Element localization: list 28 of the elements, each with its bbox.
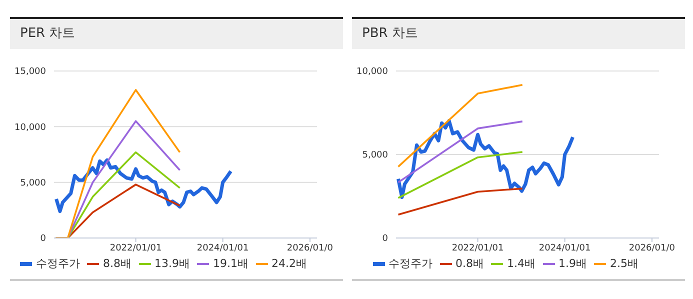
legend-label: 19.1배 — [213, 256, 248, 271]
y-tick-label: 10,000 — [356, 67, 388, 78]
legend-label: 2.5배 — [610, 256, 638, 271]
legend-label: 수정주가 — [36, 256, 80, 271]
y-tick-label: 5,000 — [362, 150, 388, 161]
legend-label: 13.9배 — [154, 256, 190, 271]
legend-label: 수정주가 — [388, 256, 432, 271]
line-series — [54, 89, 181, 238]
y-tick-label: 10,000 — [14, 122, 46, 133]
x-tick-label: 2026/01/0 — [628, 243, 676, 254]
legend-label: 1.4배 — [507, 256, 536, 271]
legend-label: 1.9배 — [558, 256, 587, 271]
chart-title: PBR 차트 — [352, 17, 685, 49]
line-series — [54, 158, 233, 214]
y-tick-label: 15,000 — [14, 67, 46, 78]
legend-label: 24.2배 — [272, 256, 307, 271]
line-series — [396, 119, 575, 199]
y-tick-label: 5,000 — [20, 178, 46, 189]
x-tick-label: 2026/01/0 — [286, 243, 334, 254]
x-tick-label: 2022/01/01 — [110, 243, 162, 254]
y-tick-label: 0 — [382, 234, 388, 244]
legend-label: 8.8배 — [103, 256, 132, 271]
chart-title: PER 차트 — [10, 17, 343, 49]
x-tick-label: 2022/01/01 — [452, 243, 504, 254]
x-tick-label: 2024/01/01 — [196, 243, 249, 254]
y-tick-label: 0 — [40, 234, 46, 244]
x-tick-label: 2024/01/01 — [538, 243, 591, 254]
legend-label: 0.8배 — [456, 256, 484, 271]
